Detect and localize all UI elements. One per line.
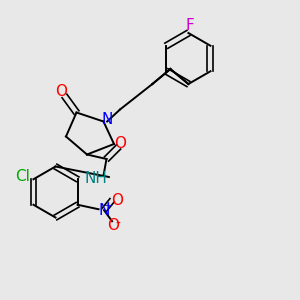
Text: N: N bbox=[101, 112, 113, 128]
Text: O: O bbox=[111, 193, 123, 208]
Text: F: F bbox=[185, 18, 194, 33]
Text: +: + bbox=[103, 201, 113, 211]
Text: Cl: Cl bbox=[16, 169, 30, 184]
Text: O: O bbox=[108, 218, 120, 233]
Text: -: - bbox=[116, 217, 121, 231]
Text: NH: NH bbox=[85, 171, 107, 186]
Text: N: N bbox=[98, 203, 110, 218]
Text: O: O bbox=[56, 84, 68, 99]
Text: O: O bbox=[114, 136, 126, 152]
